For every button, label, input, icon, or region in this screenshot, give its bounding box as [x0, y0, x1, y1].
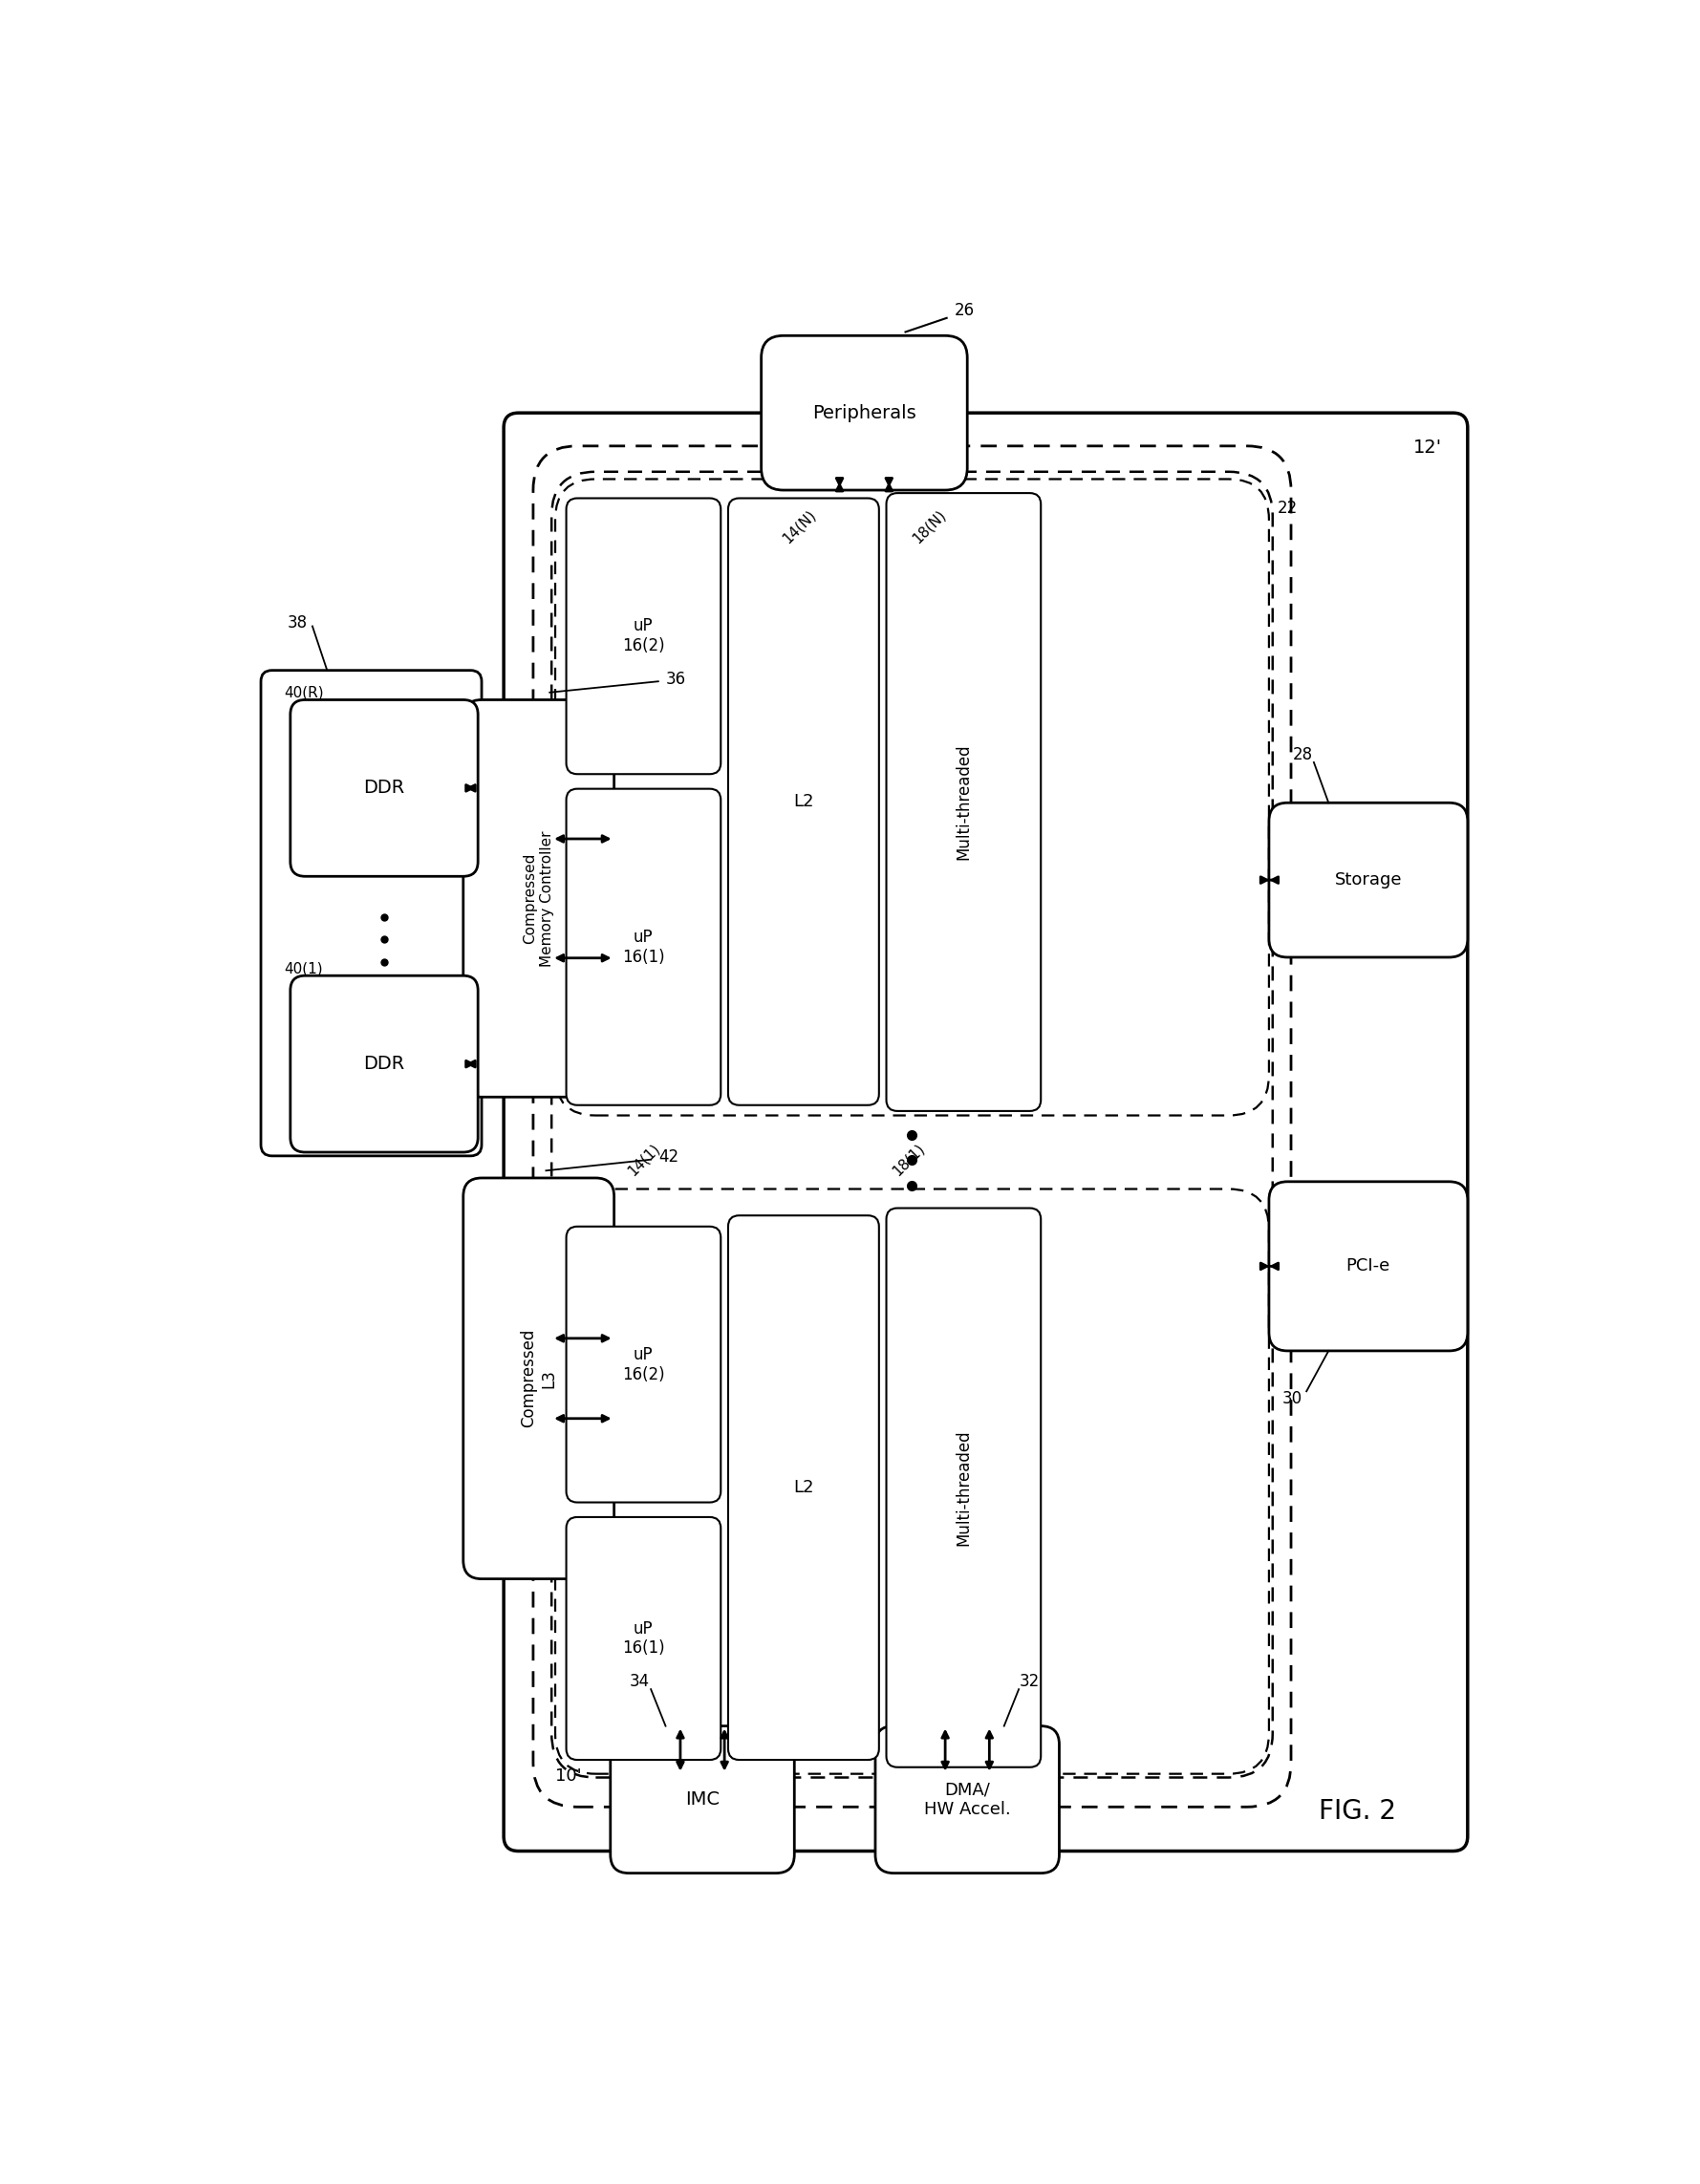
FancyBboxPatch shape	[556, 1188, 1268, 1773]
FancyBboxPatch shape	[566, 1227, 721, 1503]
Text: 18(N): 18(N)	[910, 507, 949, 546]
FancyBboxPatch shape	[886, 1208, 1040, 1767]
FancyBboxPatch shape	[551, 472, 1273, 1778]
FancyBboxPatch shape	[566, 788, 721, 1105]
Text: PCI-e: PCI-e	[1346, 1258, 1391, 1275]
FancyBboxPatch shape	[728, 1216, 879, 1760]
Text: IMC: IMC	[685, 1791, 719, 1808]
FancyBboxPatch shape	[291, 699, 478, 876]
Text: 38: 38	[287, 614, 308, 631]
Text: uP
16(2): uP 16(2)	[622, 1345, 665, 1382]
FancyBboxPatch shape	[1268, 1182, 1467, 1352]
Text: 42: 42	[658, 1149, 678, 1166]
Text: Storage: Storage	[1334, 871, 1402, 889]
Text: L2: L2	[794, 1479, 814, 1496]
Text: uP
16(1): uP 16(1)	[622, 1621, 665, 1658]
Text: 40(R): 40(R)	[284, 686, 325, 699]
Text: Multi-threaded: Multi-threaded	[955, 745, 972, 860]
Text: DDR: DDR	[364, 780, 405, 797]
Text: Compressed
L3: Compressed L3	[520, 1330, 558, 1428]
Text: 26: 26	[954, 301, 974, 319]
FancyBboxPatch shape	[762, 336, 967, 489]
FancyBboxPatch shape	[291, 976, 478, 1153]
Text: FIG. 2: FIG. 2	[1319, 1797, 1396, 1824]
FancyBboxPatch shape	[566, 498, 721, 773]
FancyBboxPatch shape	[556, 478, 1268, 1116]
Text: 30: 30	[1282, 1389, 1302, 1406]
FancyBboxPatch shape	[610, 1725, 794, 1874]
Text: 36: 36	[666, 670, 685, 688]
Text: 22: 22	[1277, 500, 1297, 518]
FancyBboxPatch shape	[534, 446, 1290, 1806]
Text: uP
16(1): uP 16(1)	[622, 928, 665, 965]
FancyBboxPatch shape	[886, 494, 1040, 1112]
FancyBboxPatch shape	[876, 1725, 1059, 1874]
Text: Compressed
Memory Controller: Compressed Memory Controller	[524, 830, 554, 968]
FancyBboxPatch shape	[728, 498, 879, 1105]
FancyBboxPatch shape	[503, 413, 1467, 1852]
Text: 40(1): 40(1)	[284, 961, 323, 976]
Text: uP
16(2): uP 16(2)	[622, 618, 665, 655]
Text: 32: 32	[1020, 1673, 1040, 1690]
Text: 14(1): 14(1)	[624, 1140, 663, 1179]
Text: Peripherals: Peripherals	[813, 404, 916, 422]
Text: DMA/
HW Accel.: DMA/ HW Accel.	[923, 1780, 1010, 1817]
Text: 34: 34	[629, 1673, 649, 1690]
Text: 28: 28	[1292, 747, 1312, 764]
FancyBboxPatch shape	[566, 1518, 721, 1760]
FancyBboxPatch shape	[260, 670, 481, 1155]
FancyBboxPatch shape	[462, 1177, 614, 1579]
Text: 12': 12'	[1413, 439, 1442, 456]
Text: 14(N): 14(N)	[780, 507, 818, 546]
Text: 10': 10'	[556, 1767, 581, 1784]
Text: 18(1): 18(1)	[889, 1140, 927, 1179]
Text: Multi-threaded: Multi-threaded	[955, 1431, 972, 1546]
FancyBboxPatch shape	[1268, 804, 1467, 957]
Text: DDR: DDR	[364, 1055, 405, 1072]
FancyBboxPatch shape	[462, 699, 614, 1096]
Text: L2: L2	[794, 793, 814, 810]
